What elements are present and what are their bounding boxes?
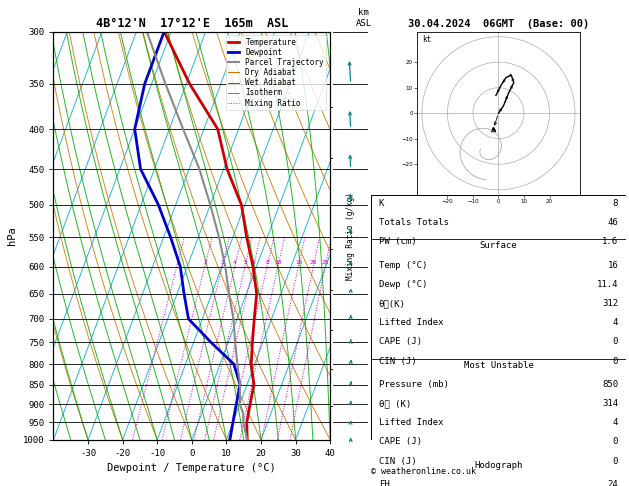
Text: CIN (J): CIN (J) [379,456,416,466]
Text: 1.6: 1.6 [602,237,618,246]
X-axis label: Dewpoint / Temperature (°C): Dewpoint / Temperature (°C) [108,464,276,473]
Text: EH: EH [379,480,389,486]
Text: © weatheronline.co.uk: © weatheronline.co.uk [371,467,476,476]
Text: 8: 8 [613,199,618,208]
Text: 16: 16 [608,260,618,270]
Text: 312: 312 [602,299,618,308]
Text: K: K [379,199,384,208]
Text: Hodograph: Hodograph [474,461,523,469]
Legend: Temperature, Dewpoint, Parcel Trajectory, Dry Adiabat, Wet Adiabat, Isotherm, Mi: Temperature, Dewpoint, Parcel Trajectory… [226,35,326,110]
Text: 0: 0 [613,456,618,466]
Text: θᴄ (K): θᴄ (K) [379,399,411,408]
Text: Surface: Surface [480,242,517,250]
Text: 0: 0 [613,357,618,365]
Title: 4B°12'N  17°12'E  165m  ASL: 4B°12'N 17°12'E 165m ASL [96,17,288,31]
Text: 30.04.2024  06GMT  (Base: 00): 30.04.2024 06GMT (Base: 00) [408,19,589,29]
Text: Lifted Index: Lifted Index [379,418,443,427]
Text: Mixing Ratio (g/kg): Mixing Ratio (g/kg) [346,192,355,279]
Text: 850: 850 [602,380,618,389]
Y-axis label: hPa: hPa [8,226,18,245]
Text: 4: 4 [613,318,618,327]
Text: LCL: LCL [333,405,348,414]
Text: 46: 46 [608,218,618,227]
Text: 4: 4 [613,418,618,427]
Text: Pressure (mb): Pressure (mb) [379,380,448,389]
Text: 20: 20 [310,260,317,265]
Text: PW (cm): PW (cm) [379,237,416,246]
Text: 0: 0 [613,337,618,347]
Text: Temp (°C): Temp (°C) [379,260,427,270]
Text: θᴄ(K): θᴄ(K) [379,299,406,308]
Text: 5: 5 [243,260,247,265]
Text: 24: 24 [608,480,618,486]
Text: 25: 25 [321,260,329,265]
Text: Most Unstable: Most Unstable [464,361,533,370]
Text: 3: 3 [220,260,224,265]
Text: 8: 8 [265,260,269,265]
Text: 2: 2 [203,260,207,265]
Text: Lifted Index: Lifted Index [379,318,443,327]
Text: km
ASL: km ASL [355,8,372,28]
Text: Dewp (°C): Dewp (°C) [379,280,427,289]
Text: 0: 0 [613,437,618,446]
Text: 11.4: 11.4 [597,280,618,289]
Text: 10: 10 [274,260,282,265]
Text: Totals Totals: Totals Totals [379,218,448,227]
Text: 4: 4 [233,260,237,265]
Text: 314: 314 [602,399,618,408]
Text: 15: 15 [295,260,303,265]
Text: 1: 1 [175,260,179,265]
Text: CIN (J): CIN (J) [379,357,416,365]
Bar [371,195,626,486]
Text: 6: 6 [252,260,255,265]
Text: kt: kt [422,35,431,44]
Text: CAPE (J): CAPE (J) [379,337,422,347]
Text: CAPE (J): CAPE (J) [379,437,422,446]
